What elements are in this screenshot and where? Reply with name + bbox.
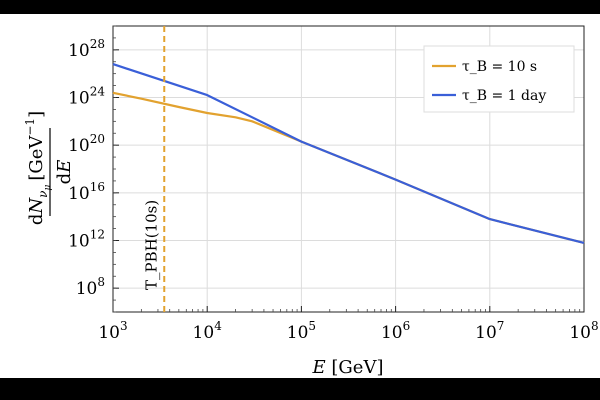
x-tick-label: 105 [287, 319, 316, 343]
y-tick-label: 1024 [68, 85, 105, 109]
legend-label-0: τ_B = 10 s [462, 59, 537, 75]
y-tick-label: 1012 [68, 228, 105, 252]
legend-box [423, 45, 575, 113]
svg-text:dE: dE [54, 160, 75, 185]
series [112, 63, 585, 244]
annotation: T_PBH(10s) [142, 26, 166, 312]
threshold-label: T_PBH(10s) [142, 200, 160, 290]
x-axis-label: E [GeV] [312, 357, 384, 378]
y-tick-label: 1020 [68, 132, 105, 156]
legend: τ_B = 10 s τ_B = 1 day [423, 45, 575, 113]
x-tick-label: 107 [475, 319, 504, 343]
y-tick-label: 108 [76, 275, 105, 299]
x-tick-label: 108 [569, 319, 598, 343]
x-tick-label: 103 [98, 319, 127, 343]
y-tick-label: 1016 [68, 180, 105, 204]
ticks: 103 104 105 106 107 108 108 1012 1016 1020 1024 102… [68, 25, 599, 343]
x-tick-label: 104 [193, 319, 223, 343]
y-tick-label: 1028 [68, 37, 105, 61]
x-tick-label: 106 [381, 319, 410, 343]
series-line-1 [112, 63, 585, 244]
legend-label-1: τ_B = 1 day [462, 88, 546, 104]
